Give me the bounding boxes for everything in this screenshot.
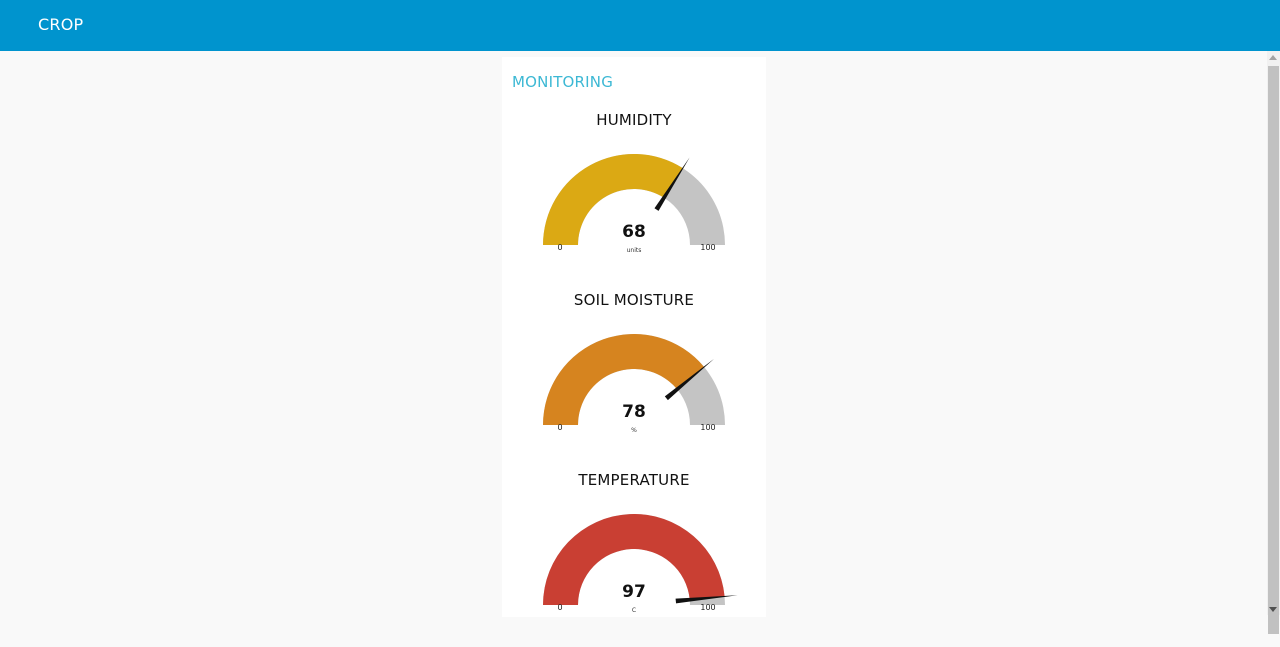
gauge-svg: 78 % 0 100 (543, 334, 725, 434)
gauge-min-label: 0 (557, 423, 562, 432)
gauge-svg: 68 units 0 100 (543, 154, 725, 254)
gauge-needle (654, 157, 690, 211)
humidity-gauge: HUMIDITY 68 units 0 100 (502, 107, 766, 287)
gauge-units: C (632, 607, 636, 614)
gauge-units: % (631, 427, 637, 434)
gauge-units: units (627, 247, 642, 254)
scroll-up-arrow-icon[interactable] (1269, 55, 1277, 60)
gauge-label: HUMIDITY (596, 111, 672, 129)
soil-moisture-gauge: SOIL MOISTURE 78 % 0 100 (502, 287, 766, 467)
dashboard-content: MONITORING HUMIDITY 68 units 0 100 SOIL … (0, 51, 1267, 617)
gauge-value: 97 (622, 582, 646, 602)
gauge-needle (664, 358, 715, 401)
scrollbar-thumb[interactable] (1268, 66, 1279, 634)
gauge-value: 78 (622, 402, 646, 422)
scroll-down-arrow-icon[interactable] (1269, 607, 1277, 612)
gauge-max-label: 100 (700, 243, 715, 252)
gauge-label: SOIL MOISTURE (573, 291, 695, 309)
temperature-gauge: TEMPERATURE 97 C 0 100 (502, 467, 766, 647)
vertical-scrollbar[interactable] (1267, 51, 1280, 634)
gauge-max-label: 100 (700, 423, 715, 432)
gauge-label: TEMPERATURE (578, 471, 690, 489)
gauge-fill (543, 334, 705, 425)
gauge-svg: 97 C 0 100 (543, 514, 738, 614)
gauge-max-label: 100 (700, 603, 715, 612)
gauge-fill (543, 514, 725, 605)
gauge-fill (543, 154, 683, 245)
group-title: MONITORING (512, 73, 614, 91)
gauge-value: 68 (622, 222, 646, 242)
gauge-min-label: 0 (557, 243, 562, 252)
gauge-needle (675, 595, 738, 604)
gauge-min-label: 0 (557, 603, 562, 612)
monitoring-group-card: MONITORING HUMIDITY 68 units 0 100 SOIL … (502, 57, 766, 617)
top-bar: CROP (0, 0, 1280, 51)
app-title: CROP (38, 15, 84, 34)
